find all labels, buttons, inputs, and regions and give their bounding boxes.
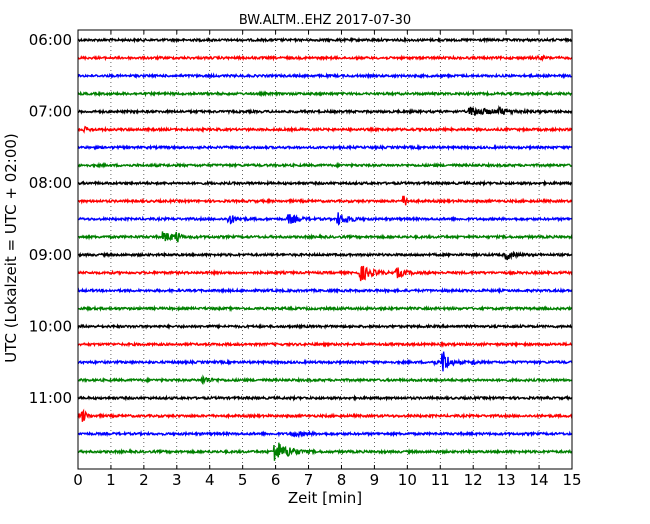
trace-0945 xyxy=(77,304,573,313)
y-tick-label: 11:00 xyxy=(29,389,72,407)
x-tick-label: 11 xyxy=(431,471,450,489)
trace-1130 xyxy=(77,429,573,439)
trace-1045 xyxy=(77,374,573,386)
grid-layer xyxy=(110,30,540,469)
y-tick-label: 10:00 xyxy=(29,317,72,335)
trace-0900 xyxy=(77,250,573,261)
y-tick-label: 07:00 xyxy=(29,103,72,121)
x-axis-label: Zeit [min] xyxy=(288,489,362,507)
x-tick-label: 10 xyxy=(398,471,417,489)
trace-0615 xyxy=(77,54,573,62)
x-tick-label: 8 xyxy=(337,471,347,489)
x-tick-label: 9 xyxy=(370,471,380,489)
trace-0745 xyxy=(77,161,573,169)
trace-layer xyxy=(77,36,573,461)
trace-0715 xyxy=(77,125,573,134)
y-tick-label: 08:00 xyxy=(29,174,72,192)
x-tick-label: 6 xyxy=(271,471,281,489)
y-tick-label: 06:00 xyxy=(29,31,72,49)
trace-0815 xyxy=(77,195,573,206)
x-tick-label: 15 xyxy=(562,471,581,489)
trace-0700 xyxy=(77,104,573,116)
trace-0830 xyxy=(77,212,573,226)
x-tick-label: 12 xyxy=(464,471,483,489)
trace-0845 xyxy=(77,231,573,243)
trace-1030 xyxy=(77,351,573,372)
tick-layer: 0 1 2 3 4 5 6 7 8 9 10 11 12 13 14 1506:0007:0008:0009:… xyxy=(29,30,582,489)
y-axis-label: UTC (Lokalzeit = UTC + 02:00) xyxy=(2,133,20,363)
trace-0800 xyxy=(77,179,573,187)
x-tick-label: 5 xyxy=(238,471,248,489)
trace-1100 xyxy=(77,394,573,402)
x-tick-label: 13 xyxy=(497,471,516,489)
trace-1115 xyxy=(77,408,573,422)
trace-1015 xyxy=(77,340,573,348)
trace-0930 xyxy=(77,286,573,295)
trace-1145 xyxy=(77,442,573,461)
chart-title: BW.ALTM..EHZ 2017-07-30 xyxy=(239,13,411,28)
trace-0600 xyxy=(77,36,573,44)
plot-frame xyxy=(77,29,573,470)
x-tick-label: 3 xyxy=(172,471,182,489)
trace-0730 xyxy=(77,143,573,151)
trace-0915 xyxy=(77,265,573,282)
x-tick-label: 4 xyxy=(205,471,215,489)
x-tick-label: 14 xyxy=(530,471,549,489)
trace-1000 xyxy=(77,322,573,330)
x-tick-label: 0 xyxy=(73,471,83,489)
trace-0645 xyxy=(77,90,573,98)
y-tick-label: 09:00 xyxy=(29,246,72,264)
x-tick-label: 7 xyxy=(304,471,314,489)
x-tick-label: 2 xyxy=(139,471,149,489)
trace-0630 xyxy=(77,72,573,80)
x-tick-label: 1 xyxy=(106,471,116,489)
